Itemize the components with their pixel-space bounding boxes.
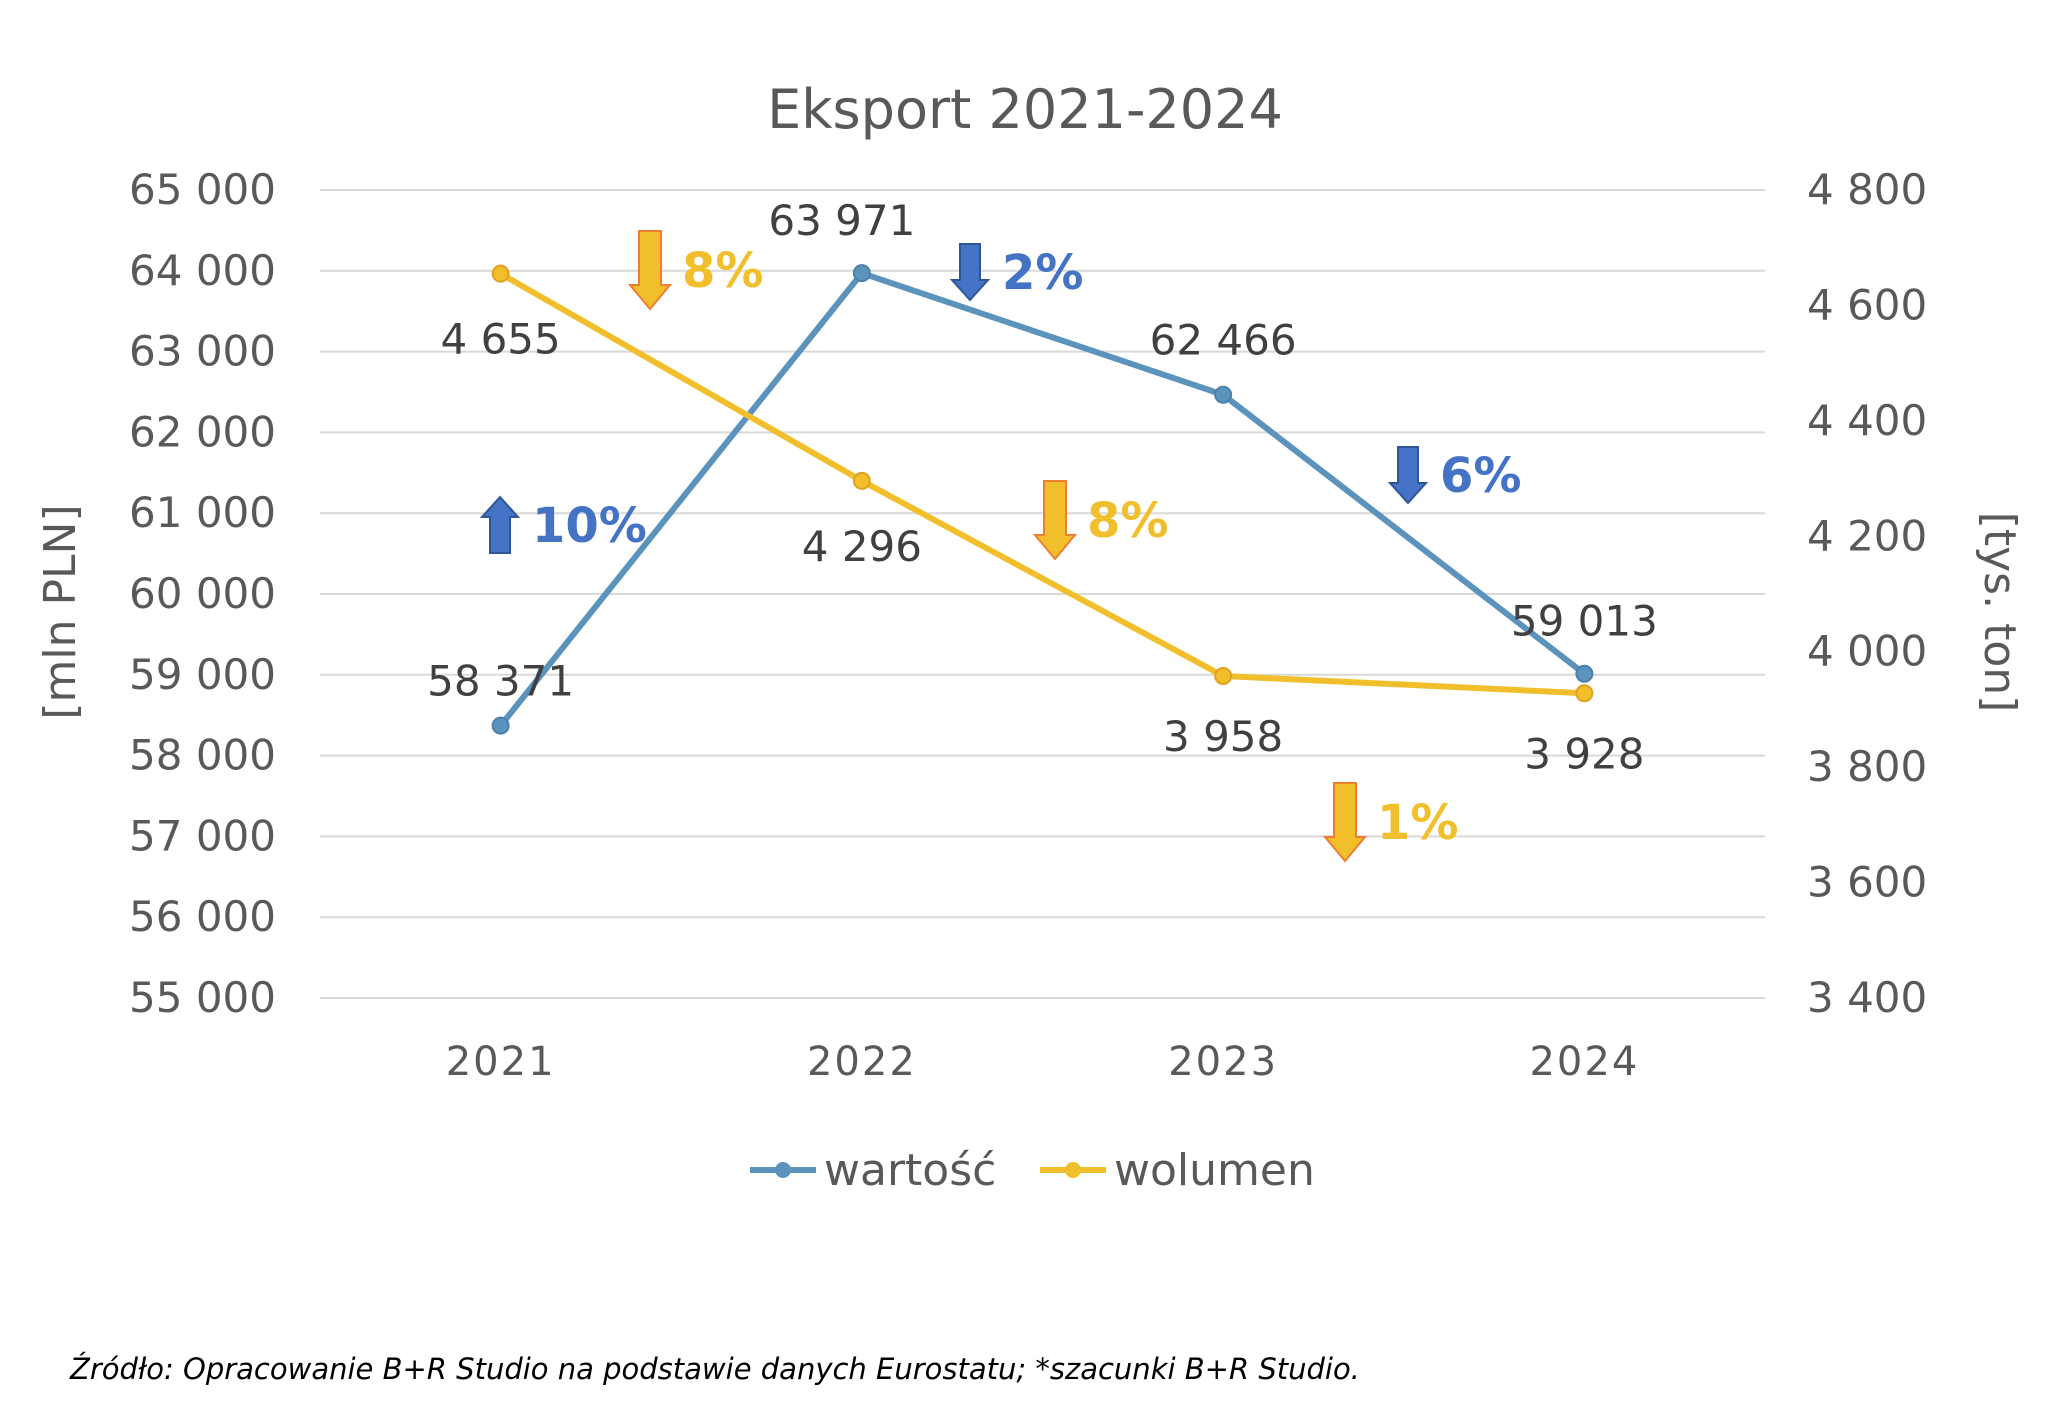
legend-marker (775, 1162, 791, 1178)
category-axis: 2021 2022 2023 2024 (446, 1039, 1639, 1085)
data-label: 4 296 (802, 522, 922, 571)
series-line (497, 270, 1588, 729)
left-tick-label: 57 000 (129, 811, 276, 860)
gridlines (320, 189, 1765, 999)
data-label: 3 958 (1163, 712, 1283, 761)
left-tick-label: 62 000 (129, 407, 276, 456)
data-label: 59 013 (1511, 597, 1658, 646)
data-point (1575, 684, 1594, 703)
category-label: 2023 (1168, 1039, 1278, 1085)
change-annotations: 10% 8% 2% 8% 6% 1% (479, 230, 1522, 863)
left-tick-label: 55 000 (129, 973, 276, 1022)
series-lines (491, 264, 1594, 735)
right-tick-label: 4 400 (1807, 396, 1927, 445)
percent-change-label: 10% (532, 498, 647, 554)
right-tick-label: 4 000 (1807, 627, 1927, 676)
down-arrow-icon (1387, 446, 1429, 505)
data-point (852, 264, 871, 283)
left-tick-label: 56 000 (129, 892, 276, 941)
series-line (497, 270, 1588, 697)
category-label: 2021 (446, 1039, 556, 1085)
data-label: 63 971 (768, 196, 915, 245)
right-axis-title: [tys. ton] (1974, 512, 2025, 713)
down-arrow-icon (949, 243, 991, 302)
percent-change-label: 1% (1377, 795, 1459, 851)
data-label: 62 466 (1150, 316, 1297, 365)
right-tick-label: 3 800 (1807, 742, 1927, 791)
legend-marker (1065, 1162, 1081, 1178)
data-point (491, 716, 510, 735)
legend-label: wartość (824, 1145, 996, 1196)
percent-change-label: 2% (1002, 245, 1084, 301)
percent-change-label: 6% (1440, 448, 1522, 504)
left-tick-label: 61 000 (129, 488, 276, 537)
left-tick-label: 58 000 (129, 731, 276, 780)
data-label: 3 928 (1524, 729, 1644, 778)
data-point (1214, 385, 1233, 404)
chart-title: Eksport 2021-2024 (767, 78, 1283, 141)
right-tick-label: 4 800 (1807, 165, 1927, 214)
right-tick-label: 3 600 (1807, 858, 1927, 907)
right-tick-label: 3 400 (1807, 973, 1927, 1022)
right-tick-label: 4 200 (1807, 511, 1927, 560)
data-point (1214, 666, 1233, 685)
percent-change-label: 8% (1087, 493, 1169, 549)
data-point (491, 264, 510, 283)
left-tick-label: 65 000 (129, 165, 276, 214)
data-label: 4 655 (441, 315, 561, 364)
left-tick-label: 59 000 (129, 650, 276, 699)
source-note: Źródło: Opracowanie B+R Studio na podsta… (70, 1352, 1360, 1386)
percent-change-label: 8% (682, 243, 764, 299)
left-tick-label: 64 000 (129, 246, 276, 295)
up-arrow-icon (479, 495, 521, 554)
category-label: 2024 (1529, 1039, 1639, 1085)
data-point (852, 471, 871, 490)
legend-label: wolumen (1114, 1145, 1315, 1196)
down-arrow-icon (627, 230, 673, 311)
left-axis-ticks: 55 000 56 000 57 000 58 000 59 000 60 000 61 0… (129, 165, 276, 1022)
data-point (1575, 664, 1594, 683)
right-tick-label: 4 600 (1807, 280, 1927, 329)
down-arrow-icon (1322, 782, 1368, 863)
left-tick-label: 63 000 (129, 327, 276, 376)
left-tick-label: 60 000 (129, 569, 276, 618)
left-axis-title: [mln PLN] (35, 504, 86, 719)
right-axis-ticks: 3 400 3 600 3 800 4 000 4 200 4 400 4 600 4 800 (1807, 165, 1927, 1022)
data-labels: 58 371 63 971 62 466 59 013 4 655 4 296 3 958 3… (427, 196, 1658, 778)
category-label: 2022 (807, 1039, 917, 1085)
legend: wartość wolumen (750, 1145, 1315, 1196)
data-label: 58 371 (427, 657, 574, 706)
down-arrow-icon (1032, 480, 1078, 561)
